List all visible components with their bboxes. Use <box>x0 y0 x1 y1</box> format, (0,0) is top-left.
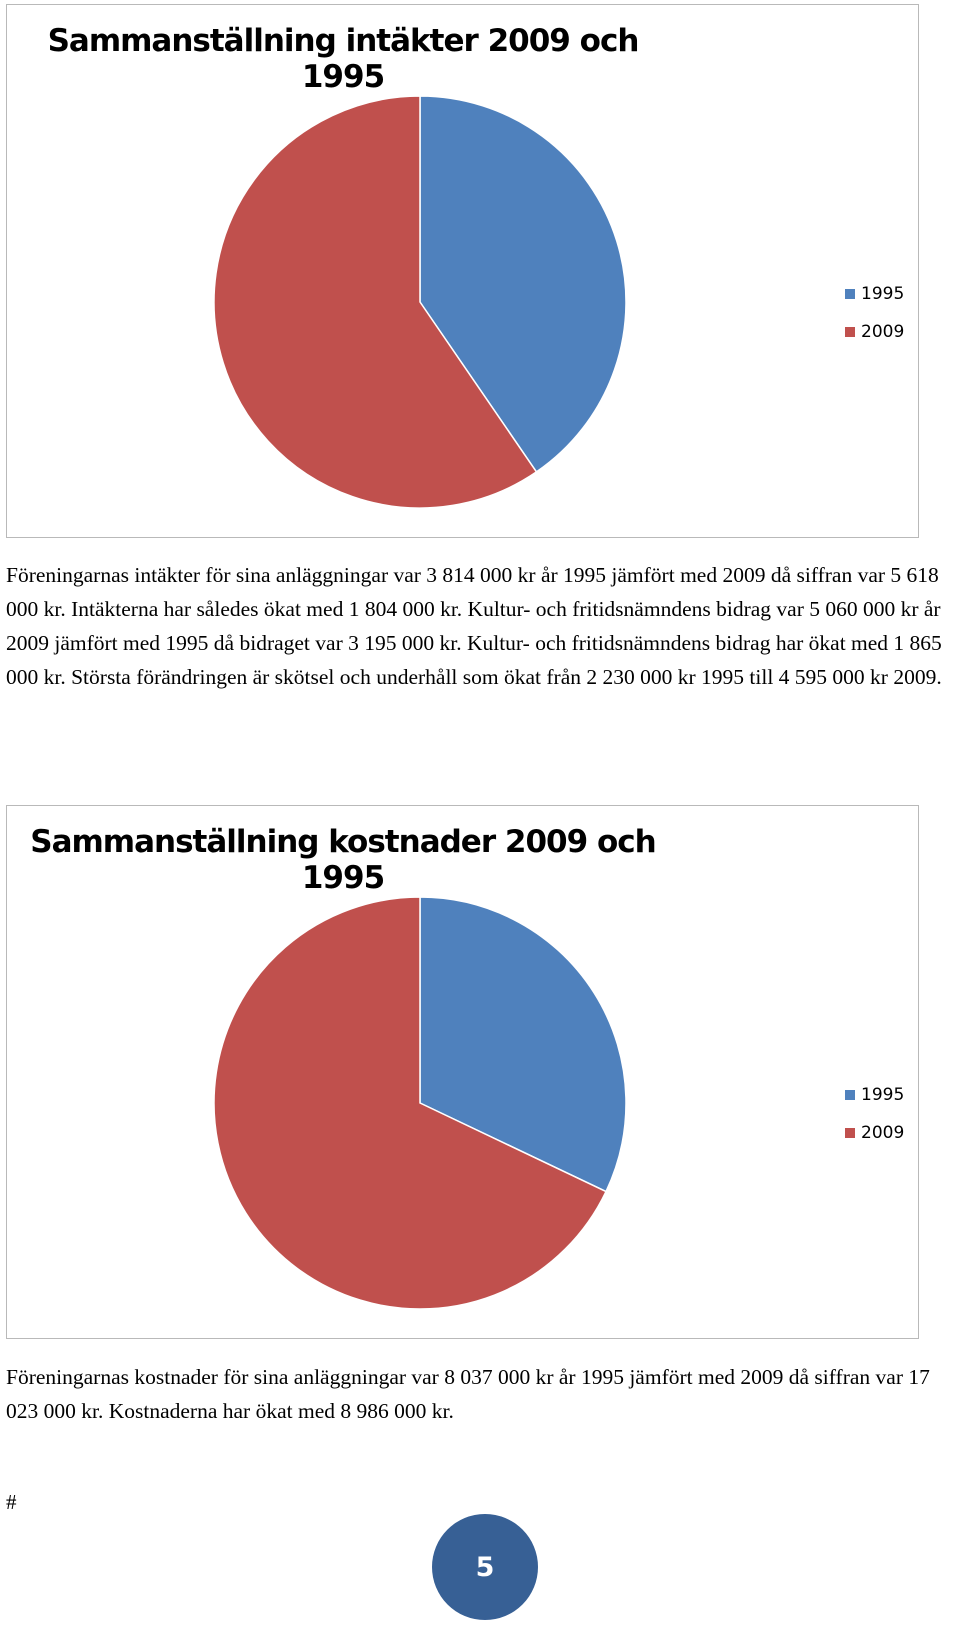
legend-label: 1995 <box>861 1085 905 1105</box>
chart-title-income: Sammanställning intäkter 2009 och 1995 <box>47 23 640 95</box>
pie-costs <box>213 896 627 1310</box>
legend-item: 1995 <box>845 1076 904 1114</box>
hash-mark: # <box>6 1490 17 1514</box>
legend-item: 2009 <box>845 313 904 351</box>
chart-title-costs: Sammanställning kostnader 2009 och 1995 <box>30 824 656 896</box>
legend-costs: 1995 2009 <box>845 1076 904 1152</box>
pie-slice-1995 <box>419 95 627 473</box>
pie-slice-2009 <box>213 896 608 1310</box>
paragraph-costs: Föreningarnas kostnader för sina anläggn… <box>6 1365 930 1423</box>
chart-income: Sammanställning intäkter 2009 och 1995 1… <box>6 4 919 538</box>
legend-label: 1995 <box>861 284 905 304</box>
pie-income <box>213 95 627 509</box>
legend-item: 1995 <box>845 275 904 313</box>
legend-swatch <box>845 289 855 299</box>
chart-costs: Sammanställning kostnader 2009 och 1995 … <box>6 805 919 1339</box>
legend-income: 1995 2009 <box>845 275 904 351</box>
pie-slice-1995 <box>419 896 627 1193</box>
paragraph-income: Föreningarnas intäkter för sina anläggni… <box>6 563 942 689</box>
legend-label: 2009 <box>861 322 905 342</box>
legend-swatch <box>845 1128 855 1138</box>
legend-item: 2009 <box>845 1114 904 1152</box>
legend-swatch <box>845 327 855 337</box>
pie-slice-2009 <box>213 95 538 509</box>
page-number-badge: 5 <box>432 1514 538 1620</box>
legend-label: 2009 <box>861 1123 905 1143</box>
legend-swatch <box>845 1090 855 1100</box>
